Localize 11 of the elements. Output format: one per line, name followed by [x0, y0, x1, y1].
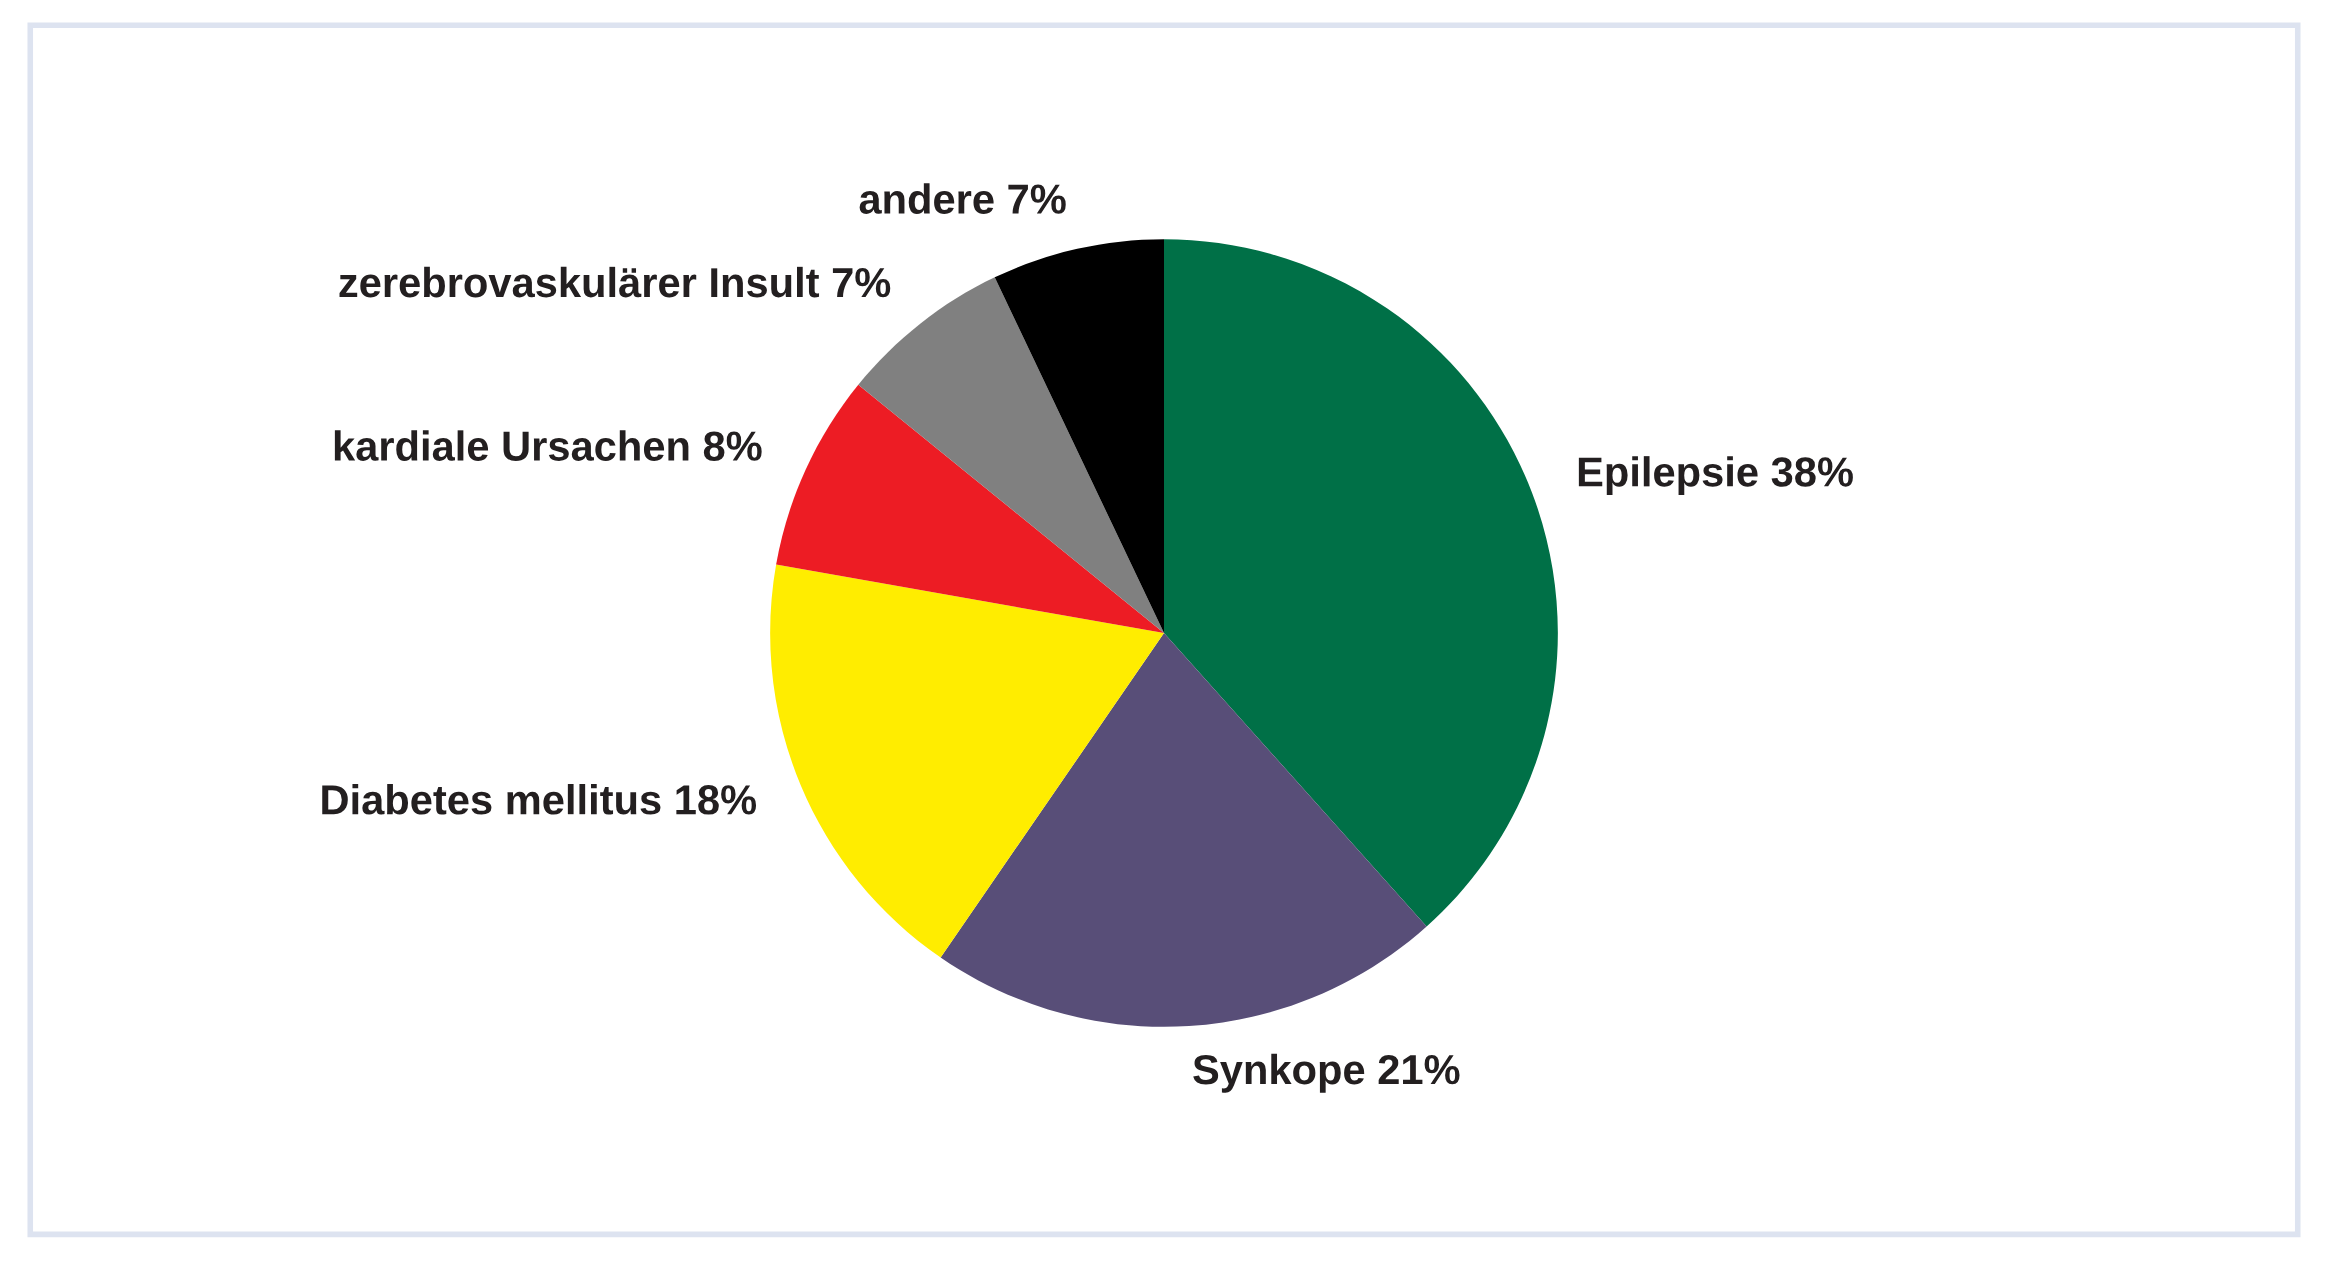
- slice-label: zerebrovaskulärer Insult 7%: [339, 266, 891, 298]
- pie-slice: [1164, 239, 1558, 927]
- pie-slice: [994, 239, 1164, 633]
- slice-label: Synkope 21%: [1193, 1053, 1460, 1093]
- pie-slice: [776, 384, 1164, 633]
- pie-slice: [770, 564, 1164, 958]
- pie-slice: [940, 633, 1427, 1027]
- slice-label: kardiale Ursachen 8%: [334, 430, 762, 461]
- slice-label: Diabetes mellitus 18%: [322, 784, 757, 815]
- slice-label: Epilepsie 38%: [1578, 456, 1853, 495]
- slice-label: andere 7%: [859, 183, 1066, 214]
